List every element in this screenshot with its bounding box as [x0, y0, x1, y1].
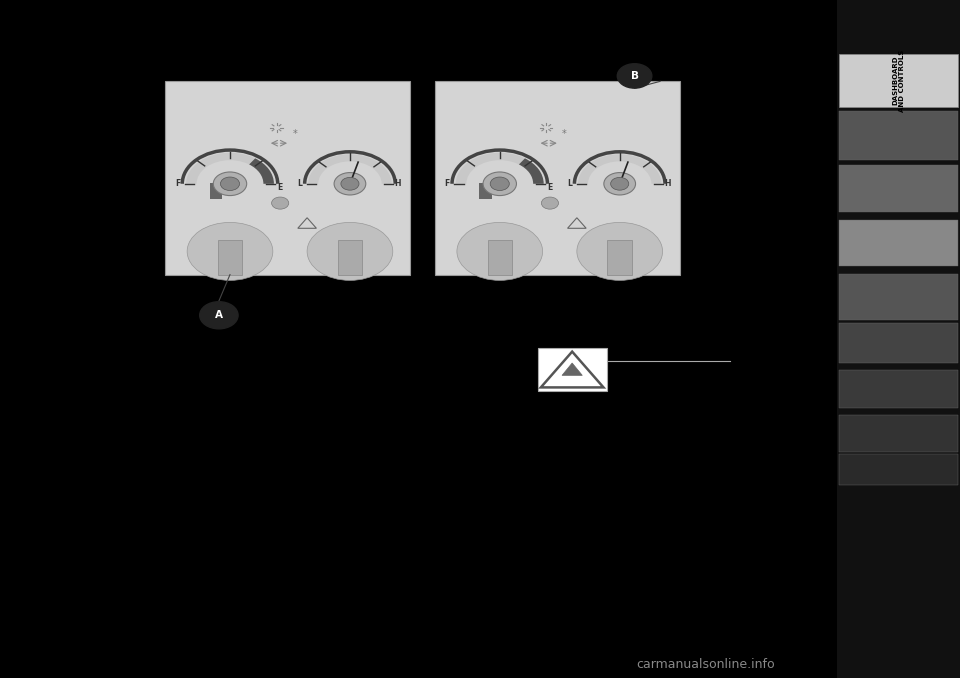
Circle shape [611, 178, 629, 190]
Polygon shape [562, 363, 583, 376]
Text: H: H [395, 179, 400, 188]
Circle shape [604, 173, 636, 195]
Ellipse shape [577, 222, 662, 281]
FancyBboxPatch shape [479, 183, 492, 199]
FancyBboxPatch shape [839, 323, 958, 363]
Wedge shape [456, 153, 543, 184]
Circle shape [213, 172, 247, 195]
FancyBboxPatch shape [218, 240, 242, 275]
Circle shape [541, 197, 559, 209]
Text: A: A [215, 311, 223, 320]
FancyBboxPatch shape [839, 111, 958, 160]
Wedge shape [250, 159, 274, 184]
Text: *: * [563, 129, 567, 138]
Circle shape [221, 177, 240, 191]
Circle shape [617, 64, 652, 88]
Ellipse shape [457, 222, 542, 281]
Text: B: B [631, 71, 638, 81]
Text: H: H [664, 179, 670, 188]
FancyBboxPatch shape [608, 240, 632, 275]
Circle shape [491, 177, 510, 191]
FancyBboxPatch shape [837, 0, 960, 678]
Ellipse shape [187, 222, 273, 281]
FancyBboxPatch shape [839, 54, 958, 107]
Text: carmanualsonline.info: carmanualsonline.info [636, 658, 775, 671]
Wedge shape [186, 153, 274, 184]
Circle shape [200, 302, 238, 329]
FancyBboxPatch shape [839, 415, 958, 452]
Circle shape [341, 178, 359, 190]
FancyBboxPatch shape [435, 81, 680, 275]
FancyBboxPatch shape [839, 165, 958, 212]
Text: L: L [298, 179, 302, 188]
FancyBboxPatch shape [338, 240, 362, 275]
FancyBboxPatch shape [839, 370, 958, 408]
Text: E: E [277, 182, 283, 192]
Text: *: * [293, 129, 298, 138]
FancyBboxPatch shape [538, 348, 607, 391]
FancyBboxPatch shape [488, 240, 512, 275]
Circle shape [483, 172, 516, 195]
Circle shape [334, 173, 366, 195]
Wedge shape [578, 155, 661, 184]
FancyBboxPatch shape [165, 81, 410, 275]
FancyBboxPatch shape [839, 274, 958, 320]
Circle shape [272, 197, 289, 209]
Text: E: E [547, 182, 553, 192]
FancyBboxPatch shape [839, 220, 958, 266]
Text: F: F [444, 179, 450, 188]
Text: L: L [567, 179, 572, 188]
Wedge shape [519, 159, 543, 184]
Wedge shape [308, 155, 392, 184]
Text: F: F [175, 179, 180, 188]
FancyBboxPatch shape [209, 183, 222, 199]
Text: DASHBOARD
AND CONTROLS: DASHBOARD AND CONTROLS [892, 49, 905, 112]
Ellipse shape [307, 222, 393, 281]
FancyBboxPatch shape [839, 454, 958, 485]
